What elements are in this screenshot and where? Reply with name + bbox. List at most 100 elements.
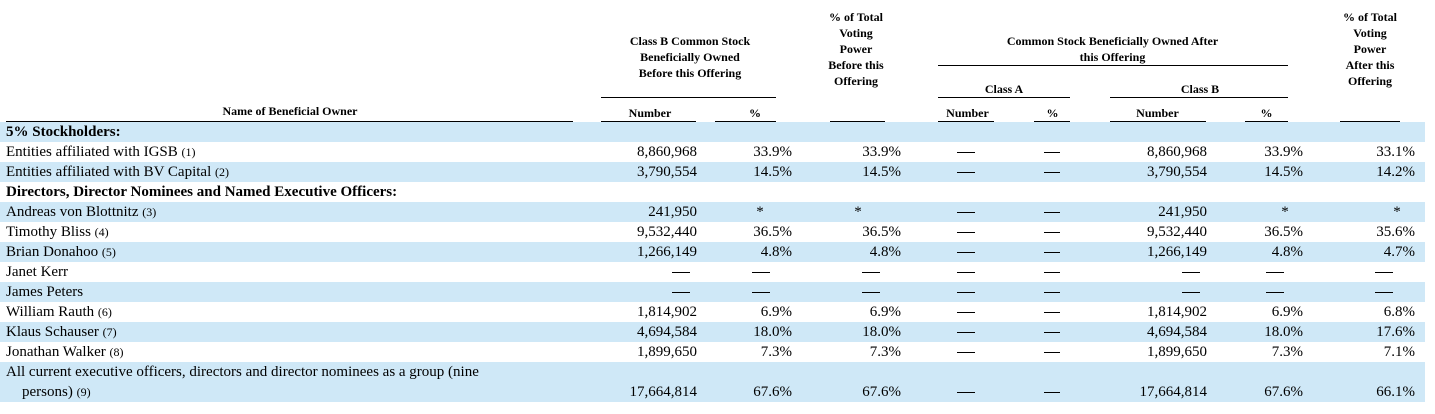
class-b-after-pct-dash xyxy=(1266,272,1284,273)
header-rule-pct-before xyxy=(715,121,776,122)
class-b-before-number: 8,860,968 xyxy=(637,144,697,160)
owner-name: James Peters xyxy=(6,284,84,300)
class-b-before-pct: 7.3% xyxy=(760,344,792,360)
footnote-ref: (6) xyxy=(97,305,112,319)
owner-name-text: Klaus Schauser xyxy=(6,324,99,340)
subheader-pct-before: % xyxy=(749,106,761,120)
owner-name-text: William Rauth xyxy=(6,304,95,320)
owner-name: Brian Donahoo (5) xyxy=(6,242,116,262)
table-row: Timothy Bliss (4) 9,532,440 36.5% 36.5% … xyxy=(0,222,1425,242)
class-b-before-pct: 67.6% xyxy=(753,384,792,400)
header-rule-pct-class-a xyxy=(1034,121,1070,122)
class-b-before-pct: * xyxy=(756,204,764,220)
class-a-pct-dash xyxy=(1044,332,1060,333)
table-row: Brian Donahoo (5) 1,266,149 4.8% 4.8% 1,… xyxy=(0,242,1425,262)
class-b-after-pct: 6.9% xyxy=(1271,304,1303,320)
class-a-number-dash xyxy=(957,232,975,233)
voting-after-pct: 35.6% xyxy=(1376,224,1415,240)
class-a-number-dash xyxy=(957,152,975,153)
table-row: James Peters xyxy=(0,282,1425,302)
class-b-after-number: 17,664,814 xyxy=(1139,384,1208,400)
voting-after-pct: 6.8% xyxy=(1383,304,1415,320)
owner-name: Entities affiliated with IGSB (1) xyxy=(6,142,196,162)
header-common-after: Common Stock Beneficially Owned After th… xyxy=(1006,34,1219,64)
class-b-after-number: 9,532,440 xyxy=(1147,224,1207,240)
class-b-before-number-dash xyxy=(672,272,690,273)
voting-after-dash xyxy=(1375,272,1393,273)
class-b-after-pct: * xyxy=(1281,204,1289,220)
class-b-after-pct: 4.8% xyxy=(1271,244,1303,260)
voting-before-pct: 4.8% xyxy=(869,244,901,260)
owner-name-text: Timothy Bliss xyxy=(6,224,91,240)
class-b-before-number: 1,814,902 xyxy=(637,304,697,320)
header-rule-number-class-a xyxy=(938,121,994,122)
footnote-ref: (8) xyxy=(109,345,124,359)
class-b-before-pct-dash xyxy=(752,272,770,273)
voting-after-dash xyxy=(1375,292,1393,293)
header-name-of-beneficial-owner: Name of Beneficial Owner xyxy=(222,104,358,118)
table-row: Janet Kerr xyxy=(0,262,1425,282)
voting-before-pct: 14.5% xyxy=(862,164,901,180)
class-a-pct-dash xyxy=(1044,152,1060,153)
voting-before-pct: 67.6% xyxy=(862,384,901,400)
footnote-ref: (5) xyxy=(101,245,116,259)
class-b-after-pct: 67.6% xyxy=(1264,384,1303,400)
class-b-before-number: 4,694,584 xyxy=(637,324,697,340)
subheader-pct-class-b-after: % xyxy=(1260,106,1273,120)
class-b-after-number: 4,694,584 xyxy=(1147,324,1207,340)
owner-name: Janet Kerr xyxy=(6,264,69,280)
voting-after-pct: 4.7% xyxy=(1383,244,1415,260)
header-rule-common-after xyxy=(938,65,1288,66)
owner-name: Andreas von Blottnitz (3) xyxy=(6,202,156,222)
class-b-before-number: 17,664,814 xyxy=(629,384,698,400)
class-b-before-pct: 36.5% xyxy=(753,224,792,240)
class-a-number-dash xyxy=(957,312,975,313)
class-b-after-pct: 14.5% xyxy=(1264,164,1303,180)
footnote-ref: (9) xyxy=(76,385,91,399)
class-a-pct-dash xyxy=(1044,272,1060,273)
header-class-b-before: Class B Common Stock Beneficially Owned … xyxy=(629,34,751,80)
class-b-before-pct: 14.5% xyxy=(753,164,792,180)
voting-before-pct: * xyxy=(854,204,862,220)
class-b-after-pct: 36.5% xyxy=(1264,224,1303,240)
owner-name-line2: persons) (9) xyxy=(22,382,91,402)
class-a-pct-dash xyxy=(1044,212,1060,213)
class-b-after-number-dash xyxy=(1182,272,1200,273)
class-a-pct-dash xyxy=(1044,232,1060,233)
class-b-before-number: 9,532,440 xyxy=(637,224,697,240)
header-rule-vote-before xyxy=(830,121,885,122)
class-a-pct-dash xyxy=(1044,252,1060,253)
class-b-before-pct: 6.9% xyxy=(760,304,792,320)
footnote-ref: (3) xyxy=(142,205,157,219)
subheader-number-before: Number xyxy=(628,106,672,120)
header-pct-voting-before: % of Total Voting Power Before this Offe… xyxy=(828,10,884,88)
footnote-ref: (7) xyxy=(102,325,117,339)
class-a-number-dash xyxy=(957,292,975,293)
class-b-before-number: 3,790,554 xyxy=(637,164,697,180)
subheader-number-class-a: Number xyxy=(946,106,989,120)
voting-before-pct: 6.9% xyxy=(869,304,901,320)
class-a-number-dash xyxy=(957,352,975,353)
class-b-before-number: 241,950 xyxy=(648,204,697,220)
section-title: Directors, Director Nominees and Named E… xyxy=(6,184,398,200)
table-row-group-total: All current executive officers, director… xyxy=(0,362,1425,402)
owner-name: Jonathan Walker (8) xyxy=(6,342,123,362)
owner-name-text: persons) xyxy=(22,384,73,400)
class-b-before-number-dash xyxy=(672,292,690,293)
class-b-after-pct: 33.9% xyxy=(1264,144,1303,160)
owner-name-text: Entities affiliated with BV Capital xyxy=(6,164,212,180)
header-rule-class-b-after xyxy=(1110,97,1288,98)
class-a-number-dash xyxy=(957,272,975,273)
voting-before-pct: 7.3% xyxy=(869,344,901,360)
class-a-number-dash xyxy=(957,212,975,213)
owner-name: Klaus Schauser (7) xyxy=(6,322,117,342)
voting-after-pct: 33.1% xyxy=(1376,144,1415,160)
class-b-after-pct: 18.0% xyxy=(1264,324,1303,340)
class-b-after-number-dash xyxy=(1182,292,1200,293)
class-b-after-number: 3,790,554 xyxy=(1147,164,1207,180)
footnote-ref: (4) xyxy=(94,225,109,239)
class-b-after-number: 1,266,149 xyxy=(1147,244,1207,260)
voting-after-pct: 17.6% xyxy=(1376,324,1415,340)
section-title: 5% Stockholders: xyxy=(6,124,121,140)
class-a-number-dash xyxy=(957,252,975,253)
